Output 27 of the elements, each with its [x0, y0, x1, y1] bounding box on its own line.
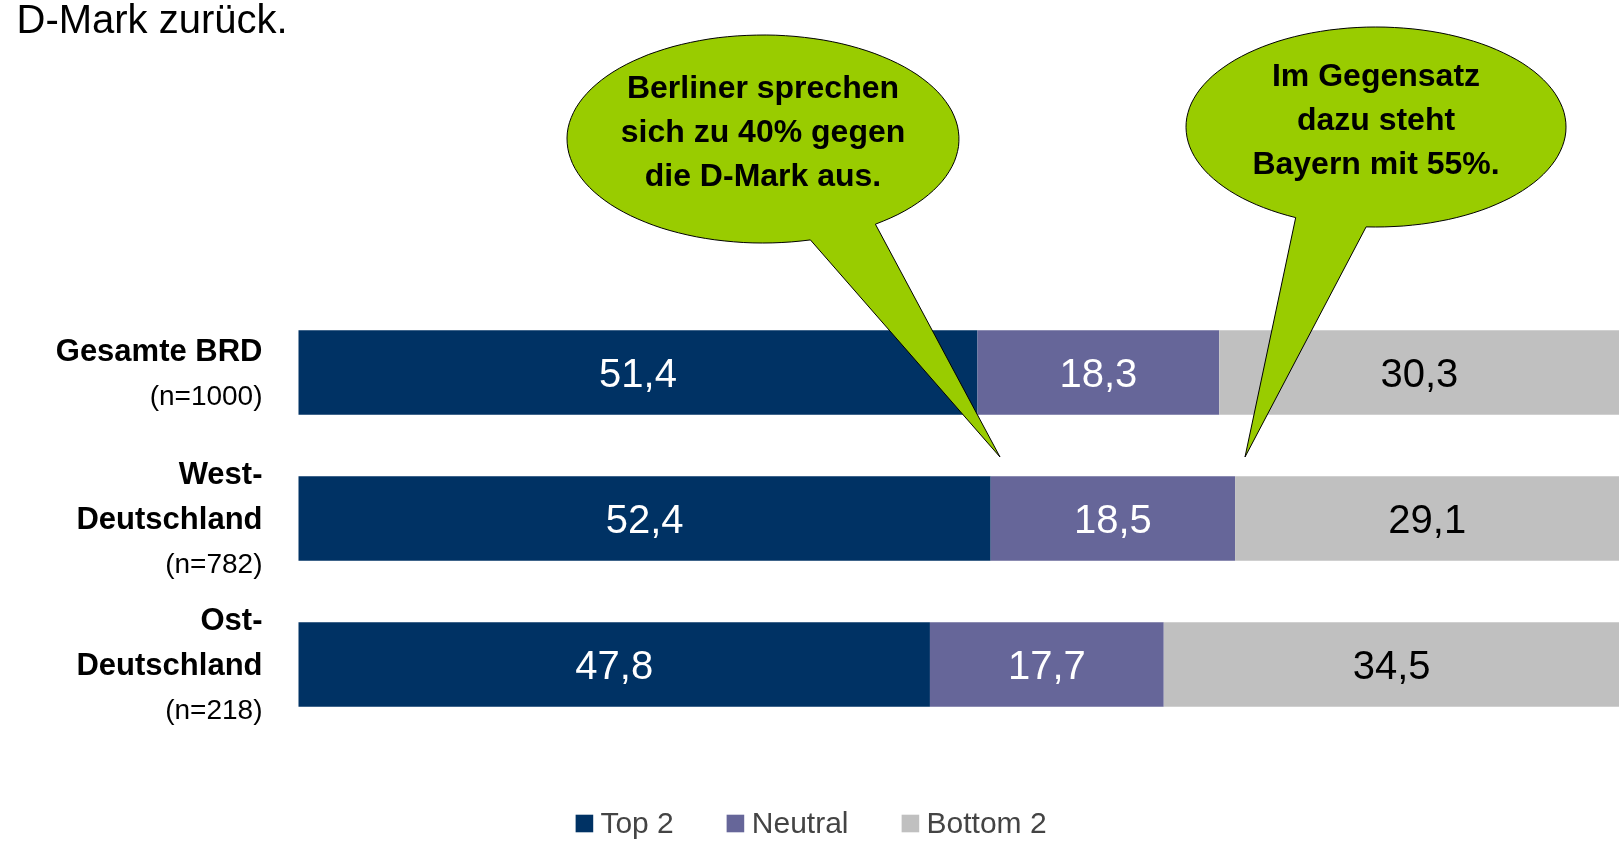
- data-label: 29,1: [1388, 496, 1467, 541]
- data-label: 30,3: [1380, 350, 1459, 395]
- bar: [929, 622, 1164, 707]
- data-label: 18,5: [1073, 496, 1152, 541]
- bar: [1163, 622, 1619, 707]
- bar: [990, 476, 1236, 561]
- legend-label: Neutral: [751, 806, 849, 840]
- bar: [298, 622, 930, 707]
- bar: [1235, 476, 1619, 561]
- text: Im Gegensatz dazu steht Bayern mit 55%.: [1252, 57, 1500, 181]
- bar: [1219, 330, 1619, 415]
- data-label: 52,4: [605, 496, 684, 541]
- bar: [977, 330, 1220, 415]
- y-tick-label: Gesamte BRD (n=1000): [55, 332, 263, 411]
- chart-title: D-Mark zurück.: [16, 0, 288, 41]
- legend-label: Top 2: [600, 806, 674, 840]
- data-label: 17,7: [1007, 642, 1086, 687]
- y-tick-label: West- Deutschland (n=782): [76, 456, 263, 579]
- data-label: 51,4: [599, 350, 677, 395]
- text: Berliner sprechen sich zu 40% gegen die D-Mark aus.: [620, 69, 906, 193]
- bar: [298, 330, 978, 415]
- legend-label: Bottom 2: [926, 806, 1047, 840]
- data-label: 34,5: [1352, 642, 1431, 687]
- data-label: 47,8: [575, 642, 654, 687]
- y-tick-label: Ost- Deutschland (n=218): [76, 602, 263, 725]
- data-label: 18,3: [1059, 350, 1138, 395]
- bar: [298, 476, 991, 561]
